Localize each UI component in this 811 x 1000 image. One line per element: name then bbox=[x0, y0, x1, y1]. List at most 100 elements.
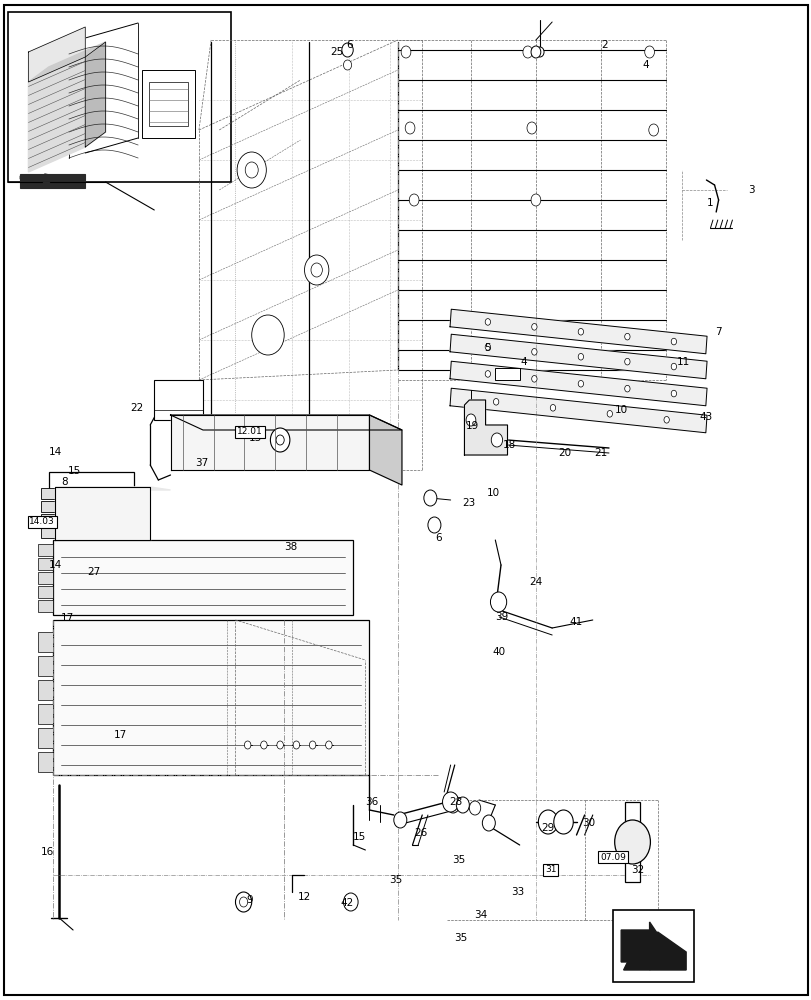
Circle shape bbox=[423, 490, 436, 506]
Polygon shape bbox=[449, 361, 706, 406]
Text: 14: 14 bbox=[49, 560, 62, 570]
Text: 30: 30 bbox=[581, 818, 594, 828]
Text: 28: 28 bbox=[449, 797, 462, 807]
Circle shape bbox=[526, 122, 536, 134]
Polygon shape bbox=[28, 57, 85, 172]
Circle shape bbox=[607, 411, 611, 417]
Text: 12: 12 bbox=[298, 892, 311, 902]
Circle shape bbox=[624, 385, 629, 392]
Polygon shape bbox=[27, 182, 49, 187]
Circle shape bbox=[341, 43, 353, 57]
Text: 32: 32 bbox=[630, 865, 643, 875]
Bar bbox=[38, 600, 53, 612]
Circle shape bbox=[530, 46, 540, 58]
Circle shape bbox=[535, 47, 543, 57]
Bar bbox=[624, 802, 639, 882]
Bar bbox=[49, 472, 134, 492]
Text: 31: 31 bbox=[544, 865, 556, 874]
Circle shape bbox=[276, 435, 284, 445]
Circle shape bbox=[614, 820, 650, 864]
Text: 2: 2 bbox=[601, 40, 607, 50]
Circle shape bbox=[401, 46, 410, 58]
Circle shape bbox=[485, 371, 490, 377]
Circle shape bbox=[485, 319, 490, 325]
Circle shape bbox=[644, 46, 654, 58]
Text: 14: 14 bbox=[49, 447, 62, 457]
Circle shape bbox=[530, 194, 540, 206]
Circle shape bbox=[553, 810, 573, 834]
Text: 35: 35 bbox=[452, 855, 465, 865]
Text: 1: 1 bbox=[706, 198, 713, 208]
Bar bbox=[53, 540, 353, 615]
Text: 41: 41 bbox=[569, 617, 582, 627]
Bar bbox=[38, 586, 53, 598]
Text: 42: 42 bbox=[341, 898, 354, 908]
Text: 4: 4 bbox=[642, 60, 648, 70]
Circle shape bbox=[485, 344, 490, 350]
Text: 25: 25 bbox=[330, 47, 343, 57]
Circle shape bbox=[671, 338, 676, 345]
Circle shape bbox=[251, 315, 284, 355]
Polygon shape bbox=[55, 487, 170, 490]
Bar bbox=[53, 620, 369, 775]
Text: 43: 43 bbox=[699, 412, 712, 422]
Bar bbox=[38, 752, 53, 772]
Text: 10: 10 bbox=[614, 405, 627, 415]
Text: 38: 38 bbox=[284, 542, 297, 552]
Bar bbox=[20, 174, 85, 188]
Text: 36: 36 bbox=[365, 797, 378, 807]
Circle shape bbox=[624, 333, 629, 340]
Polygon shape bbox=[20, 174, 61, 181]
Bar bbox=[154, 380, 203, 420]
Circle shape bbox=[648, 124, 658, 136]
Text: 15: 15 bbox=[68, 466, 81, 476]
Bar bbox=[38, 544, 53, 556]
Bar bbox=[148, 82, 187, 126]
Circle shape bbox=[577, 353, 583, 360]
Bar bbox=[38, 558, 53, 570]
Bar bbox=[38, 728, 53, 748]
Polygon shape bbox=[623, 932, 685, 970]
Text: 34: 34 bbox=[474, 910, 487, 920]
Text: 4: 4 bbox=[520, 357, 526, 367]
Polygon shape bbox=[170, 415, 401, 430]
Text: 17: 17 bbox=[114, 730, 127, 740]
Text: 18: 18 bbox=[503, 440, 516, 450]
Circle shape bbox=[442, 792, 458, 812]
Circle shape bbox=[409, 194, 418, 206]
Polygon shape bbox=[28, 27, 85, 82]
Polygon shape bbox=[449, 334, 706, 379]
Polygon shape bbox=[55, 487, 150, 540]
Circle shape bbox=[270, 428, 290, 452]
Circle shape bbox=[550, 405, 555, 411]
Circle shape bbox=[245, 162, 258, 178]
Circle shape bbox=[577, 328, 583, 335]
Polygon shape bbox=[369, 415, 401, 485]
Text: 15: 15 bbox=[353, 832, 366, 842]
Bar bbox=[612, 910, 693, 982]
Circle shape bbox=[493, 399, 498, 405]
Bar bbox=[38, 680, 53, 700]
Text: 7: 7 bbox=[714, 327, 721, 337]
Polygon shape bbox=[85, 42, 105, 147]
Bar bbox=[38, 632, 53, 652]
Circle shape bbox=[393, 812, 406, 828]
Polygon shape bbox=[620, 922, 665, 970]
Polygon shape bbox=[28, 42, 105, 82]
Text: 26: 26 bbox=[414, 828, 427, 838]
Text: 12.01: 12.01 bbox=[237, 428, 263, 436]
Circle shape bbox=[531, 376, 536, 382]
Circle shape bbox=[490, 592, 506, 612]
Text: 6: 6 bbox=[435, 533, 441, 543]
Circle shape bbox=[531, 324, 536, 330]
Bar bbox=[41, 527, 55, 538]
Text: 27: 27 bbox=[87, 567, 100, 577]
Bar bbox=[8, 12, 231, 182]
Circle shape bbox=[325, 741, 332, 749]
Text: 16: 16 bbox=[41, 847, 54, 857]
Text: 23: 23 bbox=[461, 498, 474, 508]
Text: 8: 8 bbox=[62, 477, 68, 487]
Circle shape bbox=[237, 152, 266, 188]
Circle shape bbox=[427, 517, 440, 533]
Text: 40: 40 bbox=[492, 647, 505, 657]
